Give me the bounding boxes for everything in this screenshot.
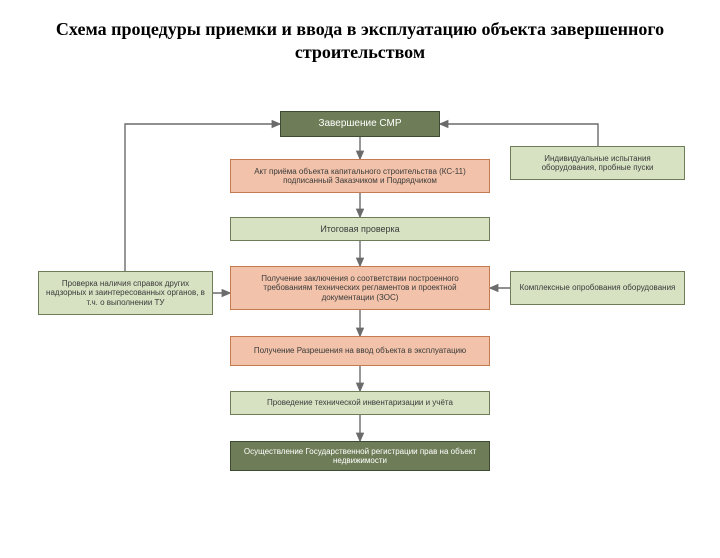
edge-n1r-to-n1	[440, 124, 598, 146]
edge-left_rail_top-to-n1	[125, 124, 280, 271]
node-n7: Осуществление Государственной регистраци…	[230, 441, 490, 471]
node-n1: Завершение СМР	[280, 111, 440, 137]
node-n2: Акт приёма объекта капитального строител…	[230, 159, 490, 193]
node-n1r: Индивидуальные испытания оборудования, п…	[510, 146, 685, 180]
node-n3l: Проверка наличия справок других надзорны…	[38, 271, 213, 315]
node-n5: Получение Разрешения на ввод объекта в э…	[230, 336, 490, 366]
node-n6: Проведение технической инвентаризации и …	[230, 391, 490, 415]
flowchart-canvas: Завершение СМР Индивидуальные испытания …	[0, 71, 720, 541]
node-n3r: Комплексные опробования оборудования	[510, 271, 685, 305]
node-n4: Получение заключения о соответствии пост…	[230, 266, 490, 310]
node-n3: Итоговая проверка	[230, 217, 490, 241]
page-title: Схема процедуры приемки и ввода в эксплу…	[40, 18, 680, 63]
